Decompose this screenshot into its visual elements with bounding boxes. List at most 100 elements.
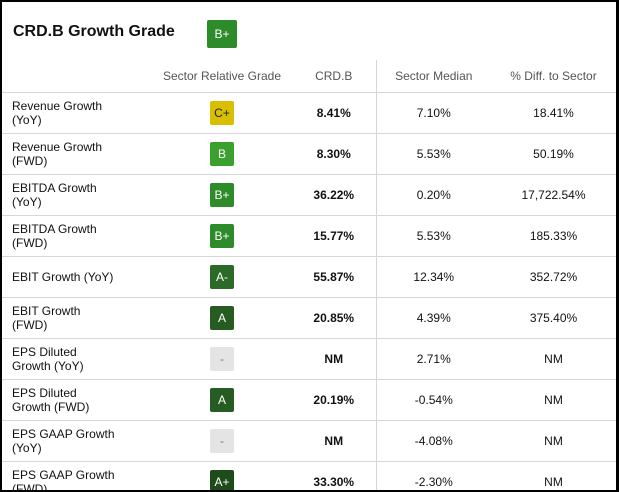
table-row: Revenue Growth (FWD) B 8.30% 5.53% 50.19%	[2, 133, 616, 175]
table-row: EPS GAAP Growth (YoY) - NM -4.08% NM	[2, 420, 616, 462]
diff-to-sector-value: NM	[491, 338, 616, 380]
metric-name[interactable]: EPS GAAP Growth (YoY)	[2, 420, 152, 462]
company-value: NM	[292, 338, 377, 380]
header-sector-median: Sector Median	[376, 60, 491, 93]
diff-to-sector-value: NM	[491, 461, 616, 490]
metric-name[interactable]: Revenue Growth (FWD)	[2, 133, 152, 175]
table-body: Revenue Growth (YoY) C+ 8.41% 7.10% 18.41% Rev…	[2, 92, 616, 490]
company-value: 20.19%	[292, 379, 377, 421]
sector-median-value: -4.08%	[376, 420, 491, 462]
metric-name[interactable]: EPS GAAP Growth (FWD)	[2, 461, 152, 490]
metric-name[interactable]: EBIT Growth (FWD)	[2, 297, 152, 339]
metric-line1: EPS Diluted	[12, 386, 77, 400]
grade-cell: -	[152, 338, 292, 380]
metric-line1: EPS GAAP Growth	[12, 468, 115, 482]
diff-to-sector-value: 352.72%	[491, 256, 616, 298]
grade-cell: A	[152, 297, 292, 339]
growth-table: Sector Relative Grade CRD.B Sector Media…	[2, 60, 616, 490]
metric-name[interactable]: Revenue Growth (YoY)	[2, 92, 152, 134]
sector-median-value: -2.30%	[376, 461, 491, 490]
company-value: 15.77%	[292, 215, 377, 257]
metric-name[interactable]: EBITDA Growth (FWD)	[2, 215, 152, 257]
grade-cell: B+	[152, 215, 292, 257]
metric-line2: (YoY)	[12, 441, 42, 455]
metric-name[interactable]: EBIT Growth (YoY)	[2, 256, 152, 298]
metric-name[interactable]: EPS Diluted Growth (YoY)	[2, 338, 152, 380]
table-row: EPS Diluted Growth (YoY) - NM 2.71% NM	[2, 338, 616, 380]
table-row: EPS Diluted Growth (FWD) A 20.19% -0.54% NM	[2, 379, 616, 421]
metric-name[interactable]: EPS Diluted Growth (FWD)	[2, 379, 152, 421]
table-row: EPS GAAP Growth (FWD) A+ 33.30% -2.30% NM	[2, 461, 616, 490]
sector-median-value: 5.53%	[376, 133, 491, 175]
grade-badge: -	[210, 429, 234, 453]
sector-median-value: -0.54%	[376, 379, 491, 421]
diff-to-sector-value: 185.33%	[491, 215, 616, 257]
sector-median-value: 12.34%	[376, 256, 491, 298]
diff-to-sector-value: 18.41%	[491, 92, 616, 134]
title-row: CRD.B Growth Grade B+	[2, 2, 616, 62]
table-row: EBITDA Growth (FWD) B+ 15.77% 5.53% 185.33%	[2, 215, 616, 257]
metric-line1: EBITDA Growth	[12, 181, 97, 195]
overall-grade-badge: B+	[207, 20, 237, 48]
company-value: 55.87%	[292, 256, 377, 298]
sector-median-value: 0.20%	[376, 174, 491, 216]
grade-badge: A-	[210, 265, 234, 289]
metric-line2: Growth (YoY)	[12, 359, 84, 373]
grade-cell: A+	[152, 461, 292, 490]
page-title: CRD.B Growth Grade	[13, 23, 175, 40]
metric-line1: EBITDA Growth	[12, 222, 97, 236]
metric-line2: Growth (FWD)	[12, 400, 90, 414]
metric-line2: (FWD)	[12, 154, 48, 168]
table-row: EBITDA Growth (YoY) B+ 36.22% 0.20% 17,722.54…	[2, 174, 616, 216]
grade-cell: B	[152, 133, 292, 175]
company-value: 8.30%	[292, 133, 377, 175]
metric-line2: (YoY)	[12, 113, 42, 127]
grade-badge: A+	[210, 470, 234, 490]
header-metric	[2, 60, 152, 93]
grade-badge: A	[210, 306, 234, 330]
sector-median-value: 4.39%	[376, 297, 491, 339]
metric-line1: Revenue Growth	[12, 140, 103, 154]
grade-cell: -	[152, 420, 292, 462]
sector-median-value: 7.10%	[376, 92, 491, 134]
grade-badge: B	[210, 142, 234, 166]
table-row: EBIT Growth (FWD) A 20.85% 4.39% 375.40%	[2, 297, 616, 339]
diff-to-sector-value: NM	[491, 379, 616, 421]
diff-to-sector-value: 375.40%	[491, 297, 616, 339]
grade-badge: -	[210, 347, 234, 371]
grade-cell: C+	[152, 92, 292, 134]
metric-line2: (FWD)	[12, 482, 48, 490]
company-value: 8.41%	[292, 92, 377, 134]
header-crd-b: CRD.B	[292, 60, 377, 93]
metric-name[interactable]: EBITDA Growth (YoY)	[2, 174, 152, 216]
grade-cell: A-	[152, 256, 292, 298]
table-row: Revenue Growth (YoY) C+ 8.41% 7.10% 18.41%	[2, 92, 616, 134]
company-value: 20.85%	[292, 297, 377, 339]
grade-badge: B+	[210, 224, 234, 248]
metric-line1: EBIT Growth (YoY)	[12, 270, 114, 284]
grade-badge: B+	[210, 183, 234, 207]
sector-median-value: 2.71%	[376, 338, 491, 380]
grade-badge: C+	[210, 101, 234, 125]
grade-badge: A	[210, 388, 234, 412]
company-value: 36.22%	[292, 174, 377, 216]
diff-to-sector-value: 50.19%	[491, 133, 616, 175]
metric-line2: (FWD)	[12, 318, 48, 332]
metric-line1: EPS GAAP Growth	[12, 427, 115, 441]
table-header-row: Sector Relative Grade CRD.B Sector Media…	[2, 60, 616, 93]
table-row: EBIT Growth (YoY) A- 55.87% 12.34% 352.72%	[2, 256, 616, 298]
metric-line1: EBIT Growth	[12, 304, 81, 318]
diff-to-sector-value: 17,722.54%	[491, 174, 616, 216]
header-diff-to-sector: % Diff. to Sector	[491, 60, 616, 93]
metric-line2: (FWD)	[12, 236, 48, 250]
grade-cell: B+	[152, 174, 292, 216]
company-value: NM	[292, 420, 377, 462]
diff-to-sector-value: NM	[491, 420, 616, 462]
metric-line2: (YoY)	[12, 195, 42, 209]
header-sector-relative-grade: Sector Relative Grade	[152, 60, 292, 93]
sector-median-value: 5.53%	[376, 215, 491, 257]
metric-line1: Revenue Growth	[12, 99, 103, 113]
company-value: 33.30%	[292, 461, 377, 490]
grade-cell: A	[152, 379, 292, 421]
